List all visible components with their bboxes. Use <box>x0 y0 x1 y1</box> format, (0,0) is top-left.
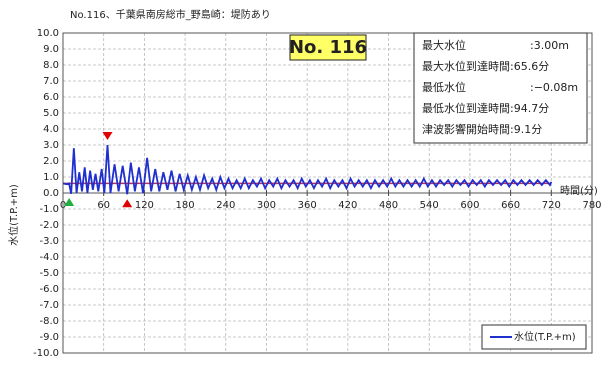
info-label: 最低水位到達時間:94.7分 <box>422 101 549 115</box>
y-axis-label: 水位(T.P.+m) <box>7 184 20 246</box>
y-tick-label: -10.0 <box>33 348 59 359</box>
y-tick-label: 7.0 <box>43 76 59 87</box>
legend-label: 水位(T.P.+m) <box>514 330 576 343</box>
y-tick-label: 1.0 <box>43 172 59 183</box>
y-tick-label: 0.0 <box>43 188 59 199</box>
y-tick-label: 10.0 <box>37 28 59 39</box>
marker <box>102 132 113 140</box>
badge: No. 116 <box>289 37 367 58</box>
x-tick-label: 300 <box>257 200 276 211</box>
info-box <box>413 32 588 144</box>
x-tick-label: 720 <box>542 200 561 211</box>
marker <box>122 199 133 208</box>
x-tick-label: 240 <box>216 200 235 211</box>
x-tick-label: 360 <box>298 200 317 211</box>
marker <box>64 198 75 206</box>
x-tick-label: 420 <box>338 200 357 211</box>
data-line <box>62 144 553 195</box>
y-tick-label: -4.0 <box>39 252 59 263</box>
x-tick-label: 540 <box>420 200 439 211</box>
y-tick-label: -3.0 <box>39 236 59 247</box>
x-tick-label: 60 <box>97 200 110 211</box>
x-tick-label: 600 <box>460 200 479 211</box>
chart-title: No.116、千葉県南房総市_野島崎：堤防あり <box>70 8 271 21</box>
y-tick-label: 5.0 <box>43 108 59 119</box>
y-tick-label: -7.0 <box>39 300 59 311</box>
y-tick-label: 3.0 <box>43 140 59 151</box>
y-tick-label: -5.0 <box>39 268 59 279</box>
x-tick-label: 180 <box>176 200 195 211</box>
info-value: :3.00m <box>530 39 569 52</box>
x-tick-label: 660 <box>501 200 520 211</box>
x-tick-label: 480 <box>379 200 398 211</box>
y-tick-label: 9.0 <box>43 44 59 55</box>
info-label: 最大水位到達時間:65.6分 <box>422 59 549 73</box>
info-label: 最大水位 <box>422 38 466 52</box>
y-tick-label: 2.0 <box>43 156 59 167</box>
x-axis-label: 時間(分) <box>560 185 598 197</box>
y-tick-label: -1.0 <box>39 204 59 215</box>
y-tick-label: 4.0 <box>43 124 59 135</box>
y-tick-label: -2.0 <box>39 220 59 231</box>
y-tick-label: -6.0 <box>39 284 59 295</box>
badge-box <box>289 34 367 61</box>
y-tick-label: 8.0 <box>43 60 59 71</box>
x-tick-label: 120 <box>135 200 154 211</box>
info-label: 最低水位 <box>422 80 466 94</box>
y-tick-label: -8.0 <box>39 316 59 327</box>
info-label: 津波影響開始時間:9.1分 <box>422 122 542 136</box>
y-tick-label: -9.0 <box>39 332 59 343</box>
info-value: :−0.08m <box>530 81 578 94</box>
y-tick-label: 6.0 <box>43 92 59 103</box>
